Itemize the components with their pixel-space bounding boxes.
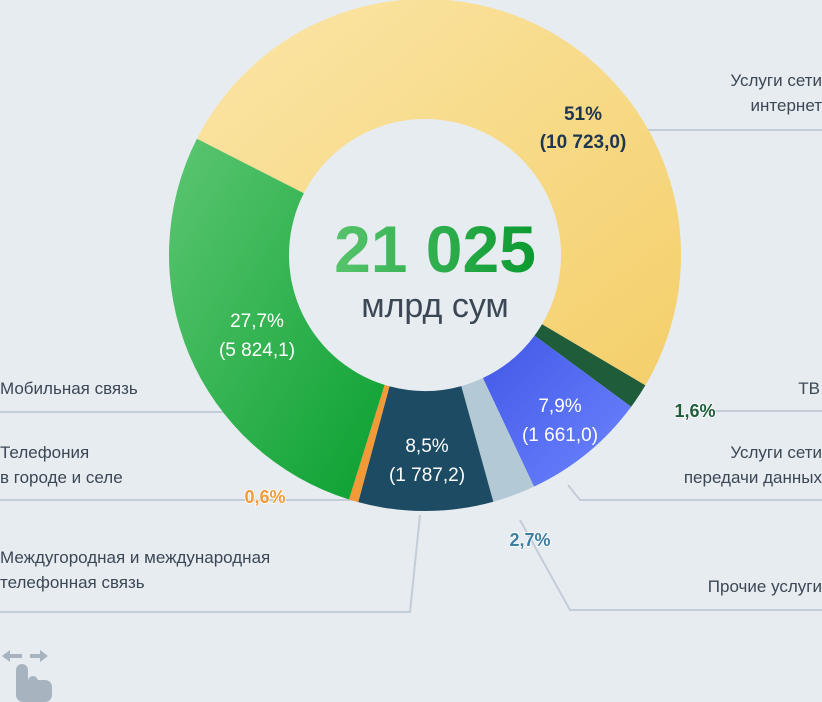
label-data: Услуги сети передачи данных bbox=[683, 443, 822, 487]
center-total-value: 21 025 bbox=[334, 212, 536, 286]
slice-data bbox=[482, 335, 632, 487]
slice-mobile bbox=[168, 138, 385, 500]
val-internet: (10 723,0) bbox=[540, 132, 627, 153]
val-data: (1 661,0) bbox=[522, 425, 598, 446]
label-tv: ТВ bbox=[798, 379, 820, 398]
slice-longdist bbox=[358, 386, 494, 511]
leader-data bbox=[567, 484, 822, 501]
label-mobile: Мобильная связь bbox=[0, 379, 138, 398]
val-longdist: (1 787,2) bbox=[389, 465, 465, 486]
pct-fixed: 0,6% bbox=[244, 487, 285, 507]
slice-fixed bbox=[348, 384, 390, 503]
slice-tv bbox=[534, 324, 646, 407]
pct-mobile: 27,7% bbox=[230, 311, 284, 332]
leader-longdist bbox=[0, 514, 421, 613]
val-mobile: (5 824,1) bbox=[219, 340, 295, 361]
label-other: Прочие услуги bbox=[707, 577, 822, 596]
outside-pct-labels: 1,6% 0,6% 2,7% bbox=[244, 400, 717, 551]
slice-other bbox=[461, 378, 534, 502]
pct-internet: 51% bbox=[564, 104, 602, 125]
leader-other bbox=[519, 519, 822, 611]
leader-lines bbox=[0, 129, 822, 613]
slice-labels: 51% (10 723,0) 27,7% (5 824,1) 8,5% (1 7… bbox=[219, 104, 626, 486]
label-fixed: Телефония в городе и селе bbox=[0, 443, 123, 487]
swipe-hand-icon bbox=[2, 650, 52, 702]
pct-data: 7,9% bbox=[538, 396, 581, 417]
slice-internet bbox=[196, 0, 681, 386]
pct-tv: 1,6% bbox=[674, 401, 715, 421]
label-internet: Услуги сети интернет bbox=[730, 71, 822, 115]
pct-other: 2,7% bbox=[509, 530, 550, 550]
center-total-unit: млрд сум bbox=[361, 287, 509, 325]
label-longdist: Междугородная и международная телефонная… bbox=[0, 548, 271, 592]
donut-slices bbox=[168, 0, 681, 511]
pct-longdist: 8,5% bbox=[405, 436, 448, 457]
